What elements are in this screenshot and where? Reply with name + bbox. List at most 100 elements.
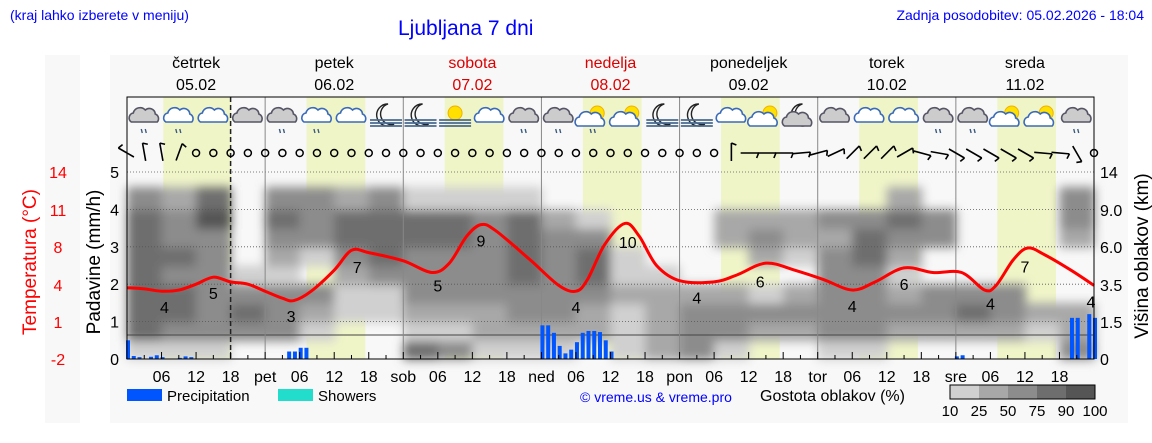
- cloud-height-tick-label: 0: [1100, 352, 1109, 369]
- wind-barb-icon: [740, 152, 760, 159]
- cloud-cell: [196, 284, 232, 304]
- wind-feather: [1066, 153, 1071, 160]
- cloud-cell: [334, 302, 370, 323]
- cloud-cell: [299, 228, 336, 248]
- cloud-cell: [541, 209, 577, 230]
- precip-bar: [1093, 317, 1097, 359]
- rain-mark: [555, 128, 558, 134]
- x-tick-label: 12: [187, 369, 205, 386]
- cloud-cell: [506, 302, 543, 323]
- rain-mark: [969, 128, 972, 134]
- wind-staff: [175, 143, 183, 161]
- cloud-cell: [265, 228, 301, 248]
- x-tick-label: 06: [843, 369, 861, 386]
- cloud-cell: [265, 265, 301, 286]
- wind-feather: [825, 150, 829, 156]
- cloud-cell: [127, 228, 163, 248]
- x-tick-label: 12: [325, 369, 343, 386]
- copyright-link: © vreme.us & vreme.pro: [580, 389, 732, 405]
- cloud-cell: [783, 302, 819, 323]
- cloud-cell: [990, 302, 1026, 323]
- wind-feather: [142, 142, 148, 146]
- cloud-cell: [886, 302, 923, 323]
- precip-axis-title: Padavine (mm/h): [84, 190, 105, 335]
- cloud-shape: [301, 106, 332, 123]
- wind-calm-icon: [226, 148, 235, 158]
- location-hint[interactable]: (kraj lahko izberete v meniju): [10, 7, 189, 23]
- wind-calm-icon: [329, 148, 339, 158]
- moon-cloud-icon: [781, 103, 813, 127]
- wind-barb-icon: [913, 150, 932, 161]
- day-date: 08.02: [590, 77, 630, 94]
- cloud-cell: [541, 246, 577, 267]
- cloud-shape: [128, 106, 160, 123]
- wind-calm-icon: [399, 148, 408, 158]
- moon-fog-icon: [370, 103, 403, 127]
- wind-staff: [930, 150, 949, 156]
- wind-barb-icon: [175, 143, 187, 161]
- x-tick-label: 06: [705, 369, 723, 386]
- cloud-cell: [645, 340, 681, 360]
- cloud-density-swatch: [979, 385, 1008, 399]
- precip-bar: [586, 330, 591, 359]
- cloud-cell: [161, 302, 198, 323]
- precip-bar: [1069, 317, 1074, 359]
- wind-barb-icon: [730, 142, 737, 161]
- day-name: nedelja: [585, 55, 637, 72]
- cloud-cell: [817, 228, 854, 248]
- temperature-label: 3: [287, 309, 296, 326]
- rain-mark: [559, 128, 562, 134]
- cloud-cell: [334, 265, 370, 286]
- cloud-cell: [714, 321, 750, 342]
- wind-calm-icon: [347, 148, 356, 158]
- precip-tick-label: 2: [110, 277, 119, 294]
- cloud-cell: [230, 321, 267, 342]
- temperature-tick-label: 4: [54, 278, 63, 295]
- temperature-label: 5: [209, 286, 218, 303]
- precip-bar: [287, 351, 292, 359]
- x-tick-label: 18: [222, 369, 240, 386]
- day-name: četrtek: [172, 55, 221, 72]
- cloud-density-legend-title: Gostota oblakov (%): [760, 388, 905, 405]
- cloud-cell: [714, 302, 750, 323]
- cloud-cell: [921, 209, 957, 230]
- wind-barb-icon: [930, 150, 950, 160]
- cloud-density-swatch: [1008, 385, 1037, 399]
- wind-barb-icon: [965, 148, 983, 162]
- precip-bar: [540, 325, 545, 359]
- temperature-tick-label: 1: [54, 315, 63, 332]
- wind-feather: [1049, 153, 1053, 160]
- cloud-cell: [817, 209, 854, 230]
- cloud-height-tick-label: 3.5: [1100, 278, 1122, 295]
- cloud-cell: [990, 284, 1026, 304]
- moon-shape: [686, 103, 706, 127]
- temperature-label: 6: [756, 275, 765, 292]
- precip-tick-label: 3: [110, 240, 119, 257]
- wind-calm-icon: [295, 148, 304, 158]
- cloud-cell: [886, 228, 923, 248]
- sun-cloud-rain-icon: [574, 105, 606, 134]
- cloud-cell: [368, 209, 405, 230]
- rain-mark: [278, 128, 282, 134]
- wind-calm-icon: [519, 148, 529, 158]
- x-tick-label: 06: [567, 369, 585, 386]
- precip-bar: [1075, 317, 1080, 359]
- wind-feather: [893, 145, 897, 152]
- wind-feather: [1028, 157, 1035, 162]
- cloud-cell: [748, 302, 785, 323]
- x-tick-label: 06: [291, 369, 309, 386]
- cloud-cell: [403, 209, 439, 230]
- cloud-cell: [506, 228, 543, 248]
- cloud-shape: [335, 106, 367, 123]
- wind-barb-icon: [827, 148, 846, 158]
- cloud-icon: [853, 106, 885, 123]
- wind-staff: [913, 150, 932, 157]
- cloud-cell: [368, 302, 405, 323]
- cloud-dark-icon: [231, 106, 263, 123]
- cloud-cell: [127, 321, 163, 342]
- cloud-density-swatch: [1037, 385, 1066, 399]
- precip-tick-label: 0: [110, 352, 119, 369]
- wind-staff: [827, 148, 845, 158]
- cloud-cell: [541, 228, 577, 248]
- cloud-cell: [1059, 302, 1095, 323]
